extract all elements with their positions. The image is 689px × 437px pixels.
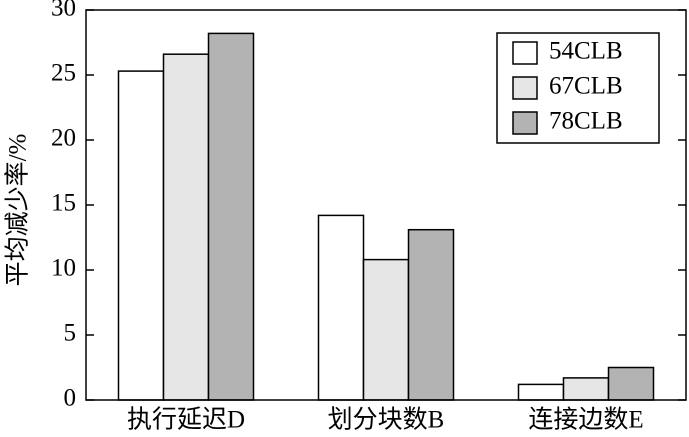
x-tick-label: 连接边数E	[528, 406, 643, 434]
bar	[162, 53, 210, 401]
legend-label: 78CLB	[549, 108, 623, 135]
legend-swatch	[512, 111, 538, 135]
x-tick-label: 执行延迟D	[127, 406, 245, 434]
bar	[362, 258, 410, 401]
bar	[117, 70, 165, 401]
y-tick-label: 5	[64, 320, 77, 347]
legend-label: 67CLB	[549, 73, 623, 100]
bar	[317, 214, 365, 401]
bar	[607, 366, 655, 401]
y-tick-label: 0	[64, 385, 77, 412]
y-tick-label: 30	[51, 0, 76, 22]
plot-frame	[85, 9, 687, 401]
y-tick-label: 25	[51, 60, 76, 87]
bar	[207, 32, 255, 401]
bar	[407, 228, 455, 401]
legend-swatch	[512, 76, 538, 100]
bar	[562, 377, 610, 401]
x-tick-label: 划分块数B	[328, 406, 445, 434]
y-tick-label: 20	[51, 125, 76, 152]
legend-label: 54CLB	[549, 38, 623, 65]
bar	[517, 383, 565, 401]
legend-swatch	[512, 41, 538, 65]
y-tick-label: 10	[51, 255, 76, 282]
y-tick-label: 15	[51, 190, 76, 217]
y-axis-label: 平均减少率/%	[4, 134, 32, 287]
